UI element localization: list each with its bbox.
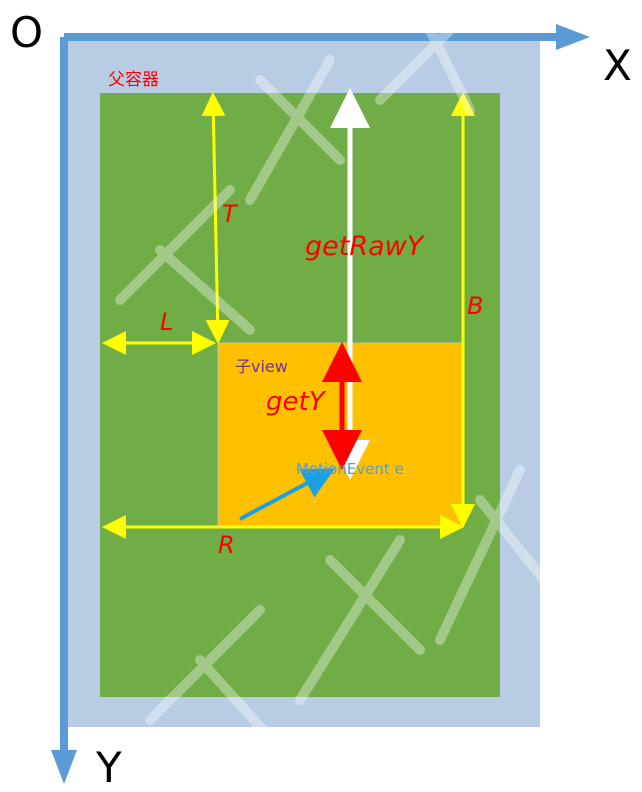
bottom-distance-label: B <box>467 292 483 320</box>
x-axis-label: X <box>603 41 632 90</box>
motion-event-arrow <box>239 468 336 521</box>
get-y-label: getY <box>266 387 327 417</box>
top-distance-arrow <box>201 92 230 344</box>
y-axis-arrowhead <box>51 750 77 784</box>
watermark <box>115 15 565 765</box>
left-distance-label: L <box>160 308 173 336</box>
top-distance-label: T <box>222 200 239 228</box>
y-axis-label: Y <box>95 743 122 792</box>
right-distance-label: R <box>218 531 235 559</box>
x-axis-arrowhead <box>556 24 590 50</box>
motion-event-label: MotionEvent e <box>296 460 404 478</box>
origin-label: O <box>10 8 43 57</box>
parent-container-label: 父容器 <box>108 70 159 90</box>
get-raw-y-label: getRawY <box>305 231 426 262</box>
child-view-label: 子view <box>235 357 288 376</box>
